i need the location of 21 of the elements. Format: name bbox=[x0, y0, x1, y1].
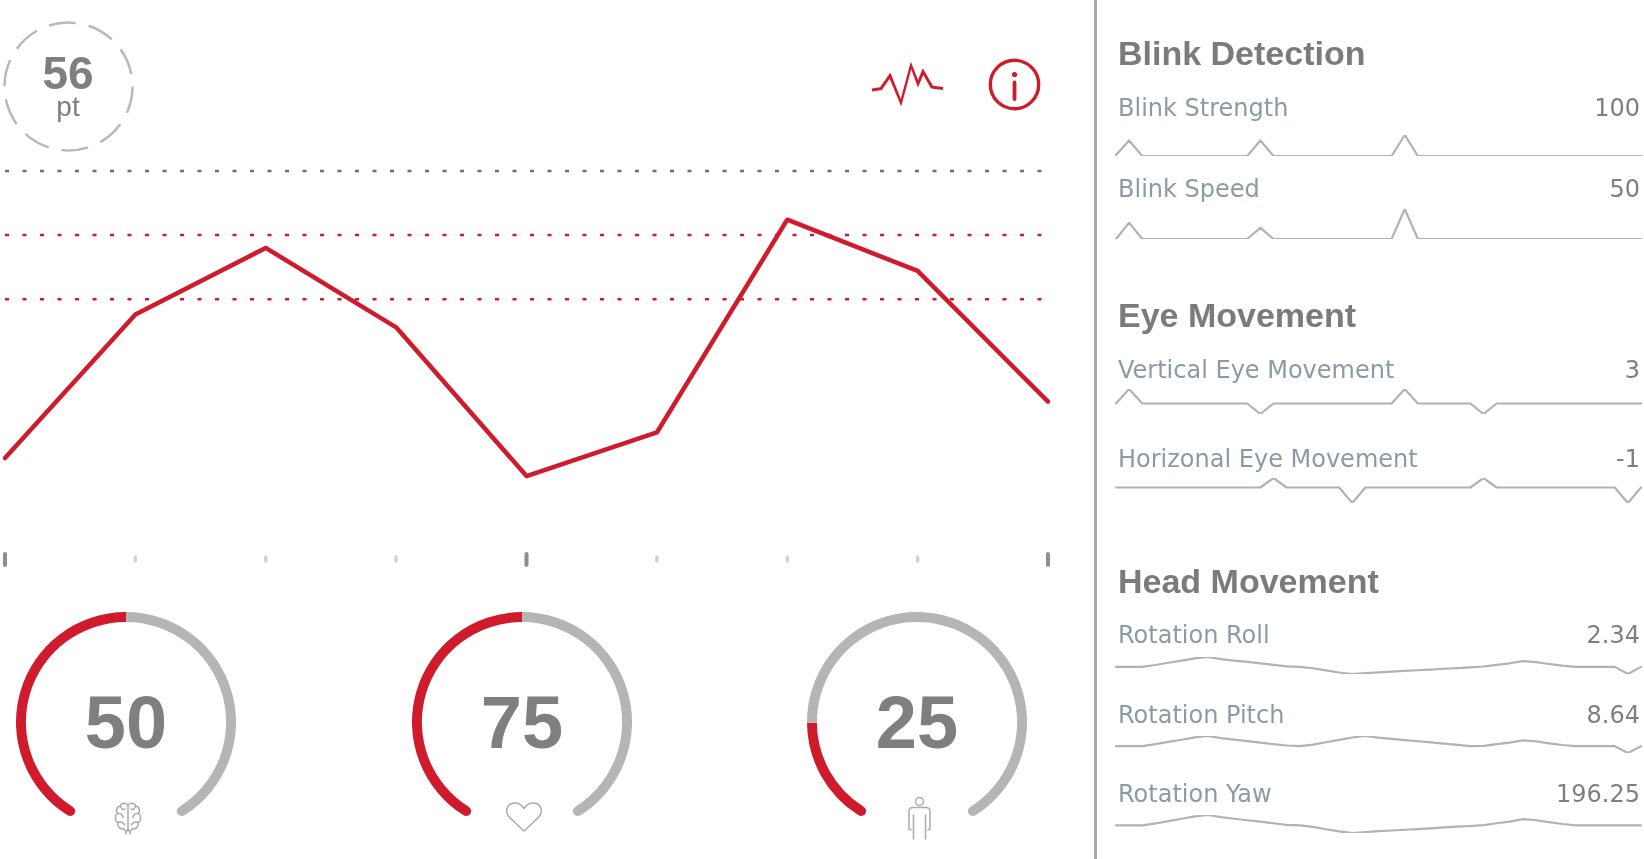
text: Eye Movement bbox=[1118, 296, 1357, 334]
chart-title: Vertical Eye Movement bbox=[1118, 355, 1395, 384]
chart-title: Horizonal Eye Movement bbox=[1118, 444, 1418, 473]
chart-title: Rotation Yaw bbox=[1118, 779, 1272, 808]
text: 2.34 bbox=[1586, 621, 1640, 649]
text: 50 bbox=[83, 681, 169, 764]
text: 56 pt bbox=[41, 47, 95, 122]
chart-title: Blink Strength bbox=[1118, 93, 1289, 122]
text: 50 bbox=[1609, 174, 1640, 203]
text: 25 bbox=[874, 681, 960, 764]
text: 75 bbox=[479, 681, 565, 764]
chart-title: Rotation Roll bbox=[1118, 621, 1270, 649]
text: 196.25 bbox=[1556, 779, 1640, 808]
text: 8.64 bbox=[1586, 700, 1640, 729]
text: Head Movement bbox=[1118, 561, 1379, 600]
chart-title: Rotation Pitch bbox=[1118, 700, 1285, 729]
text: 3 bbox=[1624, 355, 1640, 384]
text: 100 bbox=[1594, 93, 1640, 122]
text: -1 bbox=[1616, 444, 1640, 473]
text: Blink Detection bbox=[1118, 34, 1366, 73]
chart-title: Blink Speed bbox=[1118, 174, 1260, 203]
